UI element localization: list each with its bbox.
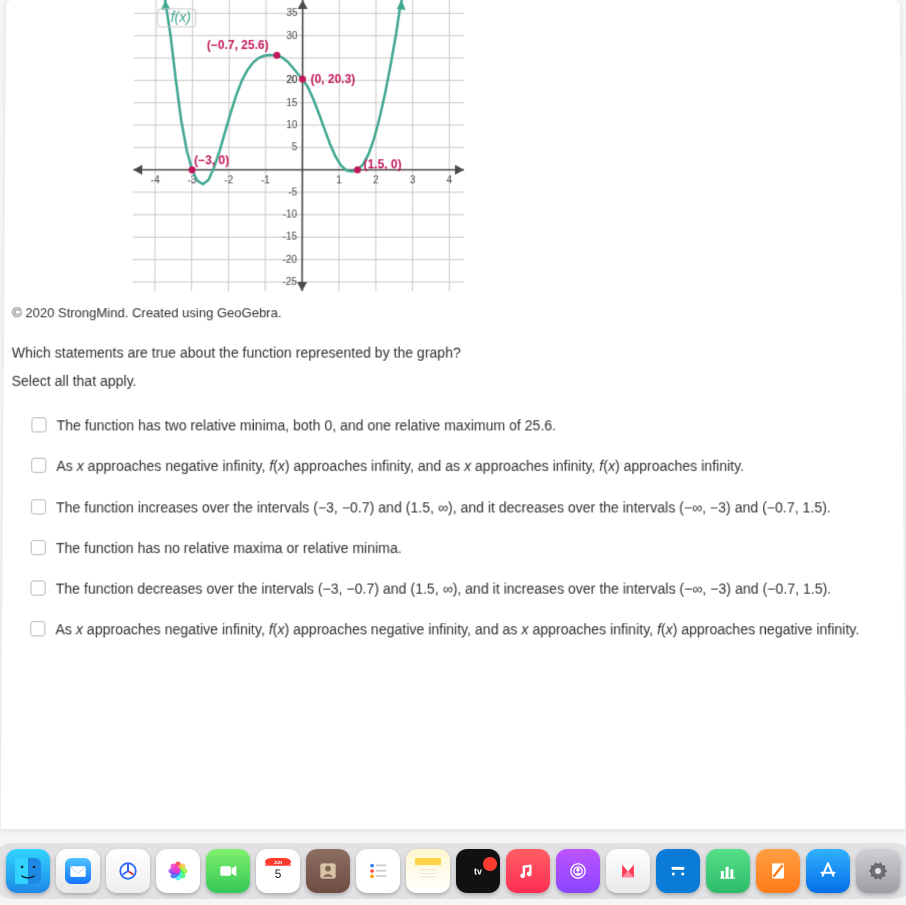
dock-app-music[interactable] xyxy=(506,849,550,893)
option-text: The function increases over the interval… xyxy=(56,497,873,518)
dock-app-numbers[interactable] xyxy=(706,849,750,893)
svg-text:-25: -25 xyxy=(283,277,298,288)
svg-text:(−3, 0): (−3, 0) xyxy=(194,153,229,167)
options-list: The function has two relative minima, bo… xyxy=(50,415,873,640)
dock-app-settings[interactable] xyxy=(856,849,900,893)
svg-text:(1.5, 0): (1.5, 0) xyxy=(363,157,401,171)
copyright-text: © 2020 StrongMind. Created using GeoGebr… xyxy=(12,305,872,320)
option-checkbox[interactable] xyxy=(31,458,46,473)
svg-text:-10: -10 xyxy=(283,210,298,221)
svg-text:tv: tv xyxy=(474,867,482,877)
question-text: Which statements are true about the func… xyxy=(12,345,872,361)
svg-text:5: 5 xyxy=(292,142,298,153)
dock-app-podcasts[interactable] xyxy=(556,849,600,893)
svg-text:(−0.7, 25.6): (−0.7, 25.6) xyxy=(207,38,269,52)
option-checkbox[interactable] xyxy=(31,499,46,514)
dock-app-notes[interactable] xyxy=(406,849,450,893)
dock-app-appletv[interactable]: tv xyxy=(456,849,500,893)
svg-text:JUN: JUN xyxy=(274,860,282,865)
dock-app-appstore[interactable] xyxy=(806,849,850,893)
dock-app-photos[interactable] xyxy=(156,849,200,893)
svg-text:f(x): f(x) xyxy=(171,9,191,25)
option-text: The function has two relative minima, bo… xyxy=(57,415,873,436)
svg-text:4: 4 xyxy=(447,175,453,186)
svg-text:30: 30 xyxy=(286,31,298,42)
option-checkbox[interactable] xyxy=(30,622,45,637)
svg-text:1: 1 xyxy=(336,175,342,186)
option-text: The function decreases over the interval… xyxy=(56,579,874,600)
dock-app-contacts[interactable] xyxy=(306,849,350,893)
option-text: As x approaches negative infinity, f(x) … xyxy=(55,620,873,641)
dock-app-facetime[interactable] xyxy=(206,849,250,893)
option-text: The function has no relative maxima or r… xyxy=(56,538,873,559)
svg-text:2: 2 xyxy=(373,175,379,186)
svg-text:-5: -5 xyxy=(288,187,297,198)
option-checkbox[interactable] xyxy=(30,581,45,596)
dock-app-finder[interactable] xyxy=(6,849,50,893)
option-row[interactable]: The function decreases over the interval… xyxy=(30,579,873,600)
page-content: -4-3-2-11234-25-20-15-10-55101520303520f… xyxy=(1,0,906,829)
svg-text:-15: -15 xyxy=(283,232,298,243)
dock-app-calendar[interactable]: JUN 5 xyxy=(256,849,300,893)
option-row[interactable]: The function increases over the interval… xyxy=(31,497,873,518)
macos-dock[interactable]: JUN 5 tv xyxy=(0,843,906,899)
option-checkbox[interactable] xyxy=(31,540,46,555)
svg-text:5: 5 xyxy=(275,867,282,881)
option-checkbox[interactable] xyxy=(31,417,46,432)
dock-app-stocks[interactable] xyxy=(656,849,700,893)
option-row[interactable]: As x approaches negative infinity, f(x) … xyxy=(30,620,874,641)
option-row[interactable]: As x approaches negative infinity, f(x) … xyxy=(31,456,873,477)
dock-app-pages[interactable] xyxy=(756,849,800,893)
select-all-text: Select all that apply. xyxy=(12,373,873,389)
dock-app-appstore2[interactable] xyxy=(106,849,150,893)
dock-app-reminders[interactable] xyxy=(356,849,400,893)
function-graph: -4-3-2-11234-25-20-15-10-55101520303520f… xyxy=(133,0,872,291)
svg-text:-1: -1 xyxy=(261,175,270,186)
svg-text:-2: -2 xyxy=(224,175,233,186)
svg-text:20: 20 xyxy=(286,75,298,86)
option-text: As x approaches negative infinity, f(x) … xyxy=(56,456,873,477)
dock-app-mail[interactable] xyxy=(56,849,100,893)
svg-text:3: 3 xyxy=(410,175,416,186)
svg-text:-20: -20 xyxy=(283,255,298,266)
dock-app-news[interactable] xyxy=(606,849,650,893)
option-row[interactable]: The function has two relative minima, bo… xyxy=(31,415,872,436)
svg-text:-4: -4 xyxy=(151,175,160,186)
svg-text:(0, 20.3): (0, 20.3) xyxy=(310,72,355,86)
svg-text:35: 35 xyxy=(287,8,299,19)
svg-text:15: 15 xyxy=(286,98,298,109)
svg-text:10: 10 xyxy=(286,120,298,131)
option-row[interactable]: The function has no relative maxima or r… xyxy=(31,538,874,559)
